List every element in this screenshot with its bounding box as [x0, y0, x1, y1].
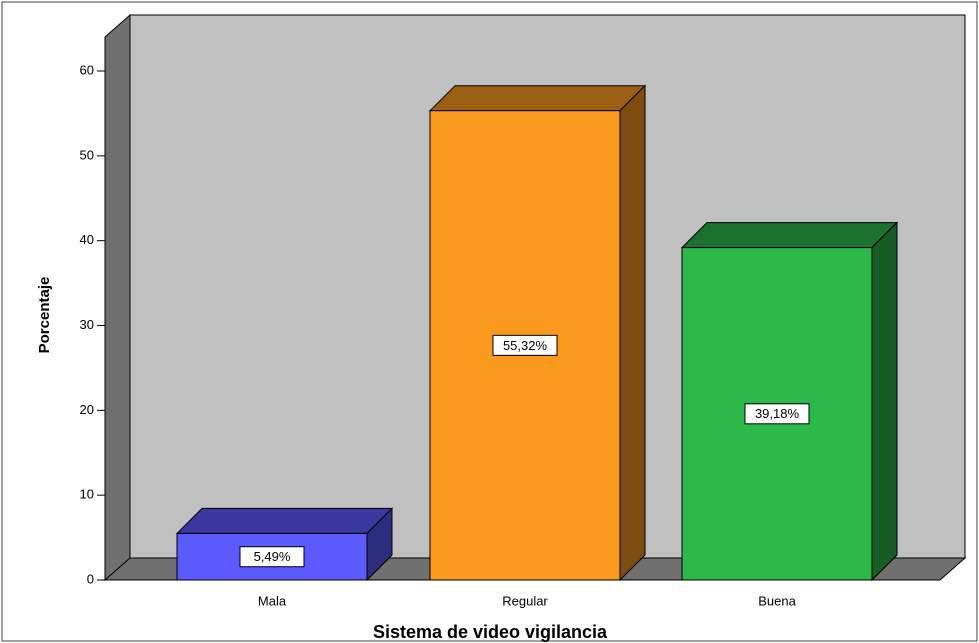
x-tick-label: Regular — [502, 593, 548, 608]
value-label-box — [744, 403, 810, 425]
y-tick-label: 30 — [80, 317, 94, 332]
value-label: 39,18% — [755, 406, 800, 421]
y-tick-label: 40 — [80, 232, 94, 247]
bar-top — [680, 222, 899, 249]
x-tick-label: Buena — [758, 593, 796, 608]
y-axis-title: Porcentaje — [36, 277, 53, 354]
bar-side — [619, 84, 646, 582]
bar-top — [428, 85, 647, 112]
left-wall — [104, 13, 131, 582]
y-tick-label: 60 — [80, 62, 94, 77]
bar-top — [175, 507, 394, 534]
value-label: 5,49% — [254, 549, 291, 564]
value-label: 55,32% — [503, 338, 548, 353]
y-tick-label: 0 — [87, 571, 94, 586]
value-label-box — [239, 546, 305, 568]
y-tick-label: 20 — [80, 402, 94, 417]
bar-side — [871, 221, 898, 582]
value-label-box — [492, 334, 558, 356]
y-tick-label: 10 — [80, 487, 94, 502]
x-axis-title: Sistema de video vigilancia — [373, 622, 608, 642]
x-tick-label: Mala — [258, 593, 287, 608]
y-tick-label: 50 — [80, 147, 94, 162]
